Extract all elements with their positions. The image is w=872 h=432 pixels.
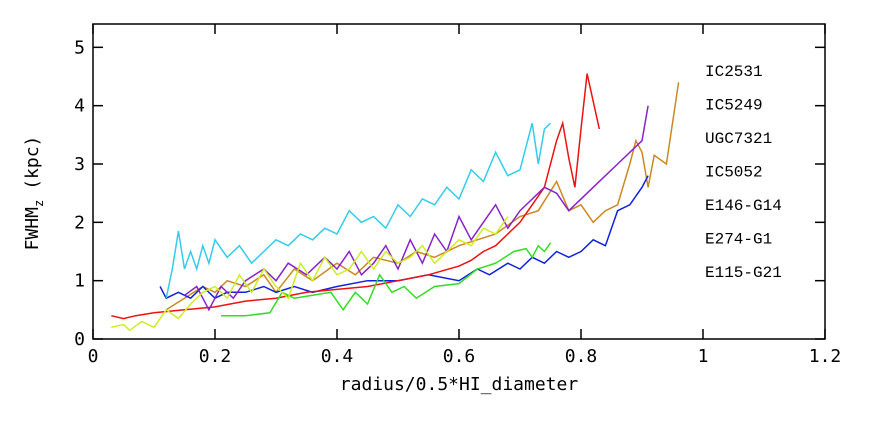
series-line [184, 105, 649, 312]
legend-label: E146-G14 [705, 197, 782, 215]
plot-frame [92, 23, 826, 340]
y-tick-label: 0 [74, 329, 85, 350]
x-tick-label: 0.2 [199, 346, 232, 367]
x-tick-label: 0.4 [321, 346, 354, 367]
series-line [159, 175, 649, 300]
x-tick-label: 0 [88, 346, 99, 367]
x-tick-label: 0.6 [443, 346, 476, 367]
y-label-sub: z [32, 200, 46, 207]
x-axis-label: radius/0.5*HI_diameter [340, 374, 579, 395]
y-tick-label: 5 [74, 37, 85, 58]
legend-label: UGC7321 [705, 130, 772, 148]
series-line [165, 122, 552, 299]
series-line [111, 73, 601, 320]
y-tick-label: 1 [74, 271, 85, 292]
y-label-main: FWHM [22, 207, 43, 251]
y-tick-label: 2 [74, 212, 85, 233]
legend-label: IC5249 [705, 97, 763, 115]
series-line [111, 216, 509, 332]
y-label-unit: (kpc) [22, 136, 43, 190]
x-tick-label: 1.2 [809, 346, 842, 367]
legend-label: E274-G1 [705, 231, 772, 249]
y-tick-label: 3 [74, 154, 85, 175]
series-line [221, 242, 552, 317]
legend-label: E115-G21 [705, 264, 782, 282]
legend-label: IC5052 [705, 164, 763, 182]
y-tick-label: 4 [74, 96, 85, 117]
x-tick-label: 1 [698, 346, 709, 367]
y-axis-label: FWHMz (kpc) [22, 136, 46, 251]
series-line [165, 82, 680, 311]
x-tick-label: 0.8 [565, 346, 598, 367]
legend-label: IC2531 [705, 63, 763, 81]
